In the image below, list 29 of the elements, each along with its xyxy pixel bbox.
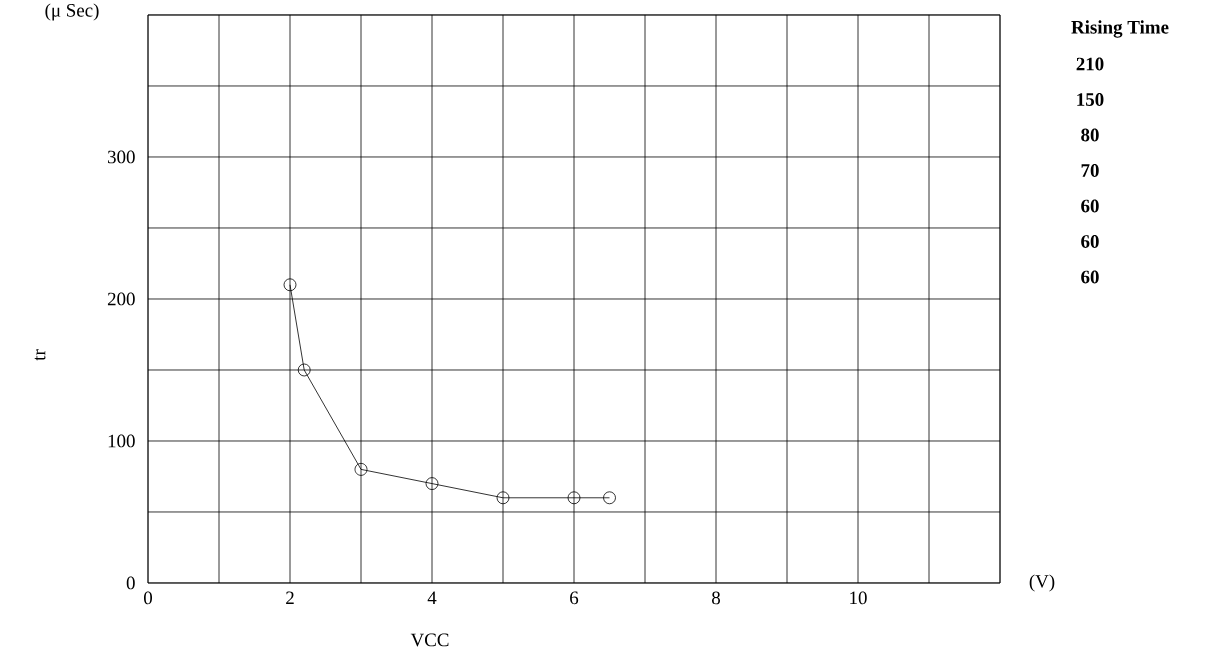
text: 150: [1077, 93, 1104, 106]
y-tick-label: 100: [108, 434, 135, 448]
text: 80: [1081, 128, 1099, 142]
text: (V): [1029, 574, 1055, 592]
x-tick-label: 2: [286, 591, 294, 605]
point: [297, 363, 311, 377]
text: (μ Sec): [45, 3, 99, 21]
x-tick-label: 4: [427, 591, 437, 604]
text: 210: [1076, 57, 1104, 71]
text: 70: [1081, 164, 1099, 177]
point: [567, 491, 581, 505]
x-tick-label: 8: [712, 591, 721, 605]
x-tick-label: 6: [570, 591, 579, 605]
point: [603, 491, 616, 505]
x-tick-label: 0: [144, 591, 153, 605]
x-tick-label: 10: [850, 591, 867, 605]
point: [283, 278, 297, 292]
y-axis-title: tr: [34, 349, 46, 361]
text: 60: [1081, 199, 1099, 213]
y-tick-label: 0: [126, 576, 135, 590]
x-axis-title: VCC: [410, 633, 449, 647]
y-tick-label: 200: [107, 292, 135, 306]
point: [425, 477, 439, 490]
text: Rising Time: [1071, 20, 1169, 38]
point: [354, 462, 368, 476]
text: 60: [1081, 270, 1099, 284]
point: [496, 491, 510, 505]
text: 60: [1081, 235, 1099, 248]
y-tick-label: 300: [108, 150, 135, 164]
